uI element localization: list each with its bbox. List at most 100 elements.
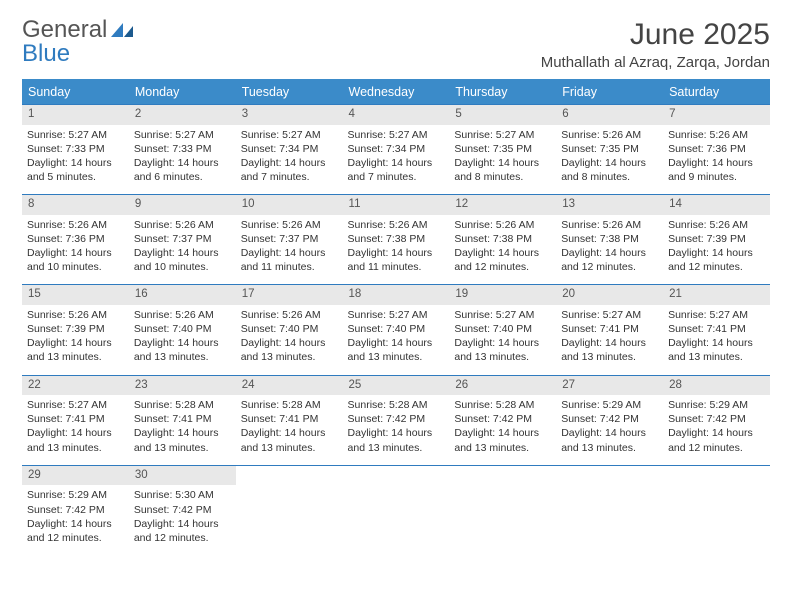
sunset-line: Sunset: 7:38 PM — [454, 232, 551, 246]
day-cell: 14Sunrise: 5:26 AMSunset: 7:39 PMDayligh… — [663, 195, 770, 285]
day-number: 29 — [22, 466, 129, 486]
day-cell: 20Sunrise: 5:27 AMSunset: 7:41 PMDayligh… — [556, 285, 663, 375]
day-number: 3 — [236, 105, 343, 125]
logo-part1: General — [22, 16, 107, 43]
sunrise-line: Sunrise: 5:26 AM — [134, 308, 231, 322]
day-cell: 30Sunrise: 5:30 AMSunset: 7:42 PMDayligh… — [129, 465, 236, 555]
daylight-line: Daylight: 14 hours and 12 minutes. — [668, 246, 765, 274]
day-cell: 18Sunrise: 5:27 AMSunset: 7:40 PMDayligh… — [343, 285, 450, 375]
day-number: 7 — [663, 105, 770, 125]
weekday-header: Monday — [129, 80, 236, 105]
daylight-line: Daylight: 14 hours and 13 minutes. — [134, 336, 231, 364]
sunset-line: Sunset: 7:42 PM — [134, 503, 231, 517]
day-number: 21 — [663, 285, 770, 305]
day-cell: 3Sunrise: 5:27 AMSunset: 7:34 PMDaylight… — [236, 105, 343, 195]
sunset-line: Sunset: 7:41 PM — [241, 412, 338, 426]
calendar-row: 1Sunrise: 5:27 AMSunset: 7:33 PMDaylight… — [22, 105, 770, 195]
page-header: General Blue June 2025 Muthallath al Azr… — [22, 18, 770, 71]
sunset-line: Sunset: 7:41 PM — [668, 322, 765, 336]
day-details: Sunrise: 5:26 AMSunset: 7:35 PMDaylight:… — [556, 125, 663, 195]
weekday-header: Thursday — [449, 80, 556, 105]
calendar-row: 22Sunrise: 5:27 AMSunset: 7:41 PMDayligh… — [22, 375, 770, 465]
sunset-line: Sunset: 7:41 PM — [27, 412, 124, 426]
day-details: Sunrise: 5:27 AMSunset: 7:40 PMDaylight:… — [449, 305, 556, 375]
day-details: Sunrise: 5:28 AMSunset: 7:42 PMDaylight:… — [343, 395, 450, 465]
sunset-line: Sunset: 7:41 PM — [561, 322, 658, 336]
sunset-line: Sunset: 7:34 PM — [241, 142, 338, 156]
day-details: Sunrise: 5:27 AMSunset: 7:33 PMDaylight:… — [22, 125, 129, 195]
day-details: Sunrise: 5:27 AMSunset: 7:34 PMDaylight:… — [343, 125, 450, 195]
sunrise-line: Sunrise: 5:27 AM — [454, 308, 551, 322]
month-title: June 2025 — [541, 18, 770, 52]
day-cell: 13Sunrise: 5:26 AMSunset: 7:38 PMDayligh… — [556, 195, 663, 285]
day-cell: 29Sunrise: 5:29 AMSunset: 7:42 PMDayligh… — [22, 465, 129, 555]
daylight-line: Daylight: 14 hours and 13 minutes. — [454, 426, 551, 454]
sunset-line: Sunset: 7:42 PM — [348, 412, 445, 426]
day-details: Sunrise: 5:27 AMSunset: 7:41 PMDaylight:… — [22, 395, 129, 465]
daylight-line: Daylight: 14 hours and 13 minutes. — [561, 426, 658, 454]
day-number: 26 — [449, 376, 556, 396]
day-details: Sunrise: 5:29 AMSunset: 7:42 PMDaylight:… — [556, 395, 663, 465]
day-cell: 4Sunrise: 5:27 AMSunset: 7:34 PMDaylight… — [343, 105, 450, 195]
sunrise-line: Sunrise: 5:29 AM — [561, 398, 658, 412]
day-details: Sunrise: 5:26 AMSunset: 7:36 PMDaylight:… — [663, 125, 770, 195]
sunrise-line: Sunrise: 5:28 AM — [454, 398, 551, 412]
sunrise-line: Sunrise: 5:27 AM — [348, 308, 445, 322]
weekday-header: Saturday — [663, 80, 770, 105]
day-details: Sunrise: 5:26 AMSunset: 7:36 PMDaylight:… — [22, 215, 129, 285]
day-details: Sunrise: 5:26 AMSunset: 7:38 PMDaylight:… — [449, 215, 556, 285]
empty-cell — [556, 465, 663, 555]
day-cell: 5Sunrise: 5:27 AMSunset: 7:35 PMDaylight… — [449, 105, 556, 195]
sunrise-line: Sunrise: 5:27 AM — [27, 398, 124, 412]
day-details: Sunrise: 5:30 AMSunset: 7:42 PMDaylight:… — [129, 485, 236, 555]
sunset-line: Sunset: 7:37 PM — [241, 232, 338, 246]
daylight-line: Daylight: 14 hours and 10 minutes. — [134, 246, 231, 274]
sunset-line: Sunset: 7:40 PM — [348, 322, 445, 336]
logo-text: General Blue — [22, 18, 133, 66]
day-details: Sunrise: 5:28 AMSunset: 7:41 PMDaylight:… — [129, 395, 236, 465]
day-cell: 1Sunrise: 5:27 AMSunset: 7:33 PMDaylight… — [22, 105, 129, 195]
day-cell: 26Sunrise: 5:28 AMSunset: 7:42 PMDayligh… — [449, 375, 556, 465]
sunset-line: Sunset: 7:33 PM — [27, 142, 124, 156]
day-cell: 11Sunrise: 5:26 AMSunset: 7:38 PMDayligh… — [343, 195, 450, 285]
sunset-line: Sunset: 7:39 PM — [668, 232, 765, 246]
day-cell: 6Sunrise: 5:26 AMSunset: 7:35 PMDaylight… — [556, 105, 663, 195]
day-number: 4 — [343, 105, 450, 125]
daylight-line: Daylight: 14 hours and 13 minutes. — [134, 426, 231, 454]
sunrise-line: Sunrise: 5:29 AM — [668, 398, 765, 412]
weekday-header: Tuesday — [236, 80, 343, 105]
day-number: 16 — [129, 285, 236, 305]
day-number: 12 — [449, 195, 556, 215]
day-details: Sunrise: 5:26 AMSunset: 7:37 PMDaylight:… — [236, 215, 343, 285]
empty-cell — [343, 465, 450, 555]
logo-icon — [111, 16, 133, 43]
day-cell: 2Sunrise: 5:27 AMSunset: 7:33 PMDaylight… — [129, 105, 236, 195]
day-number: 1 — [22, 105, 129, 125]
sunset-line: Sunset: 7:40 PM — [241, 322, 338, 336]
day-number: 19 — [449, 285, 556, 305]
day-cell: 10Sunrise: 5:26 AMSunset: 7:37 PMDayligh… — [236, 195, 343, 285]
day-number: 15 — [22, 285, 129, 305]
day-number: 17 — [236, 285, 343, 305]
day-details: Sunrise: 5:27 AMSunset: 7:34 PMDaylight:… — [236, 125, 343, 195]
sunset-line: Sunset: 7:35 PM — [561, 142, 658, 156]
sunrise-line: Sunrise: 5:26 AM — [668, 218, 765, 232]
day-number: 13 — [556, 195, 663, 215]
sunrise-line: Sunrise: 5:27 AM — [134, 128, 231, 142]
daylight-line: Daylight: 14 hours and 11 minutes. — [241, 246, 338, 274]
sunrise-line: Sunrise: 5:28 AM — [348, 398, 445, 412]
daylight-line: Daylight: 14 hours and 13 minutes. — [27, 336, 124, 364]
day-cell: 12Sunrise: 5:26 AMSunset: 7:38 PMDayligh… — [449, 195, 556, 285]
day-cell: 7Sunrise: 5:26 AMSunset: 7:36 PMDaylight… — [663, 105, 770, 195]
day-details: Sunrise: 5:29 AMSunset: 7:42 PMDaylight:… — [663, 395, 770, 465]
daylight-line: Daylight: 14 hours and 7 minutes. — [241, 156, 338, 184]
day-number: 25 — [343, 376, 450, 396]
sunset-line: Sunset: 7:40 PM — [454, 322, 551, 336]
day-number: 5 — [449, 105, 556, 125]
sunrise-line: Sunrise: 5:30 AM — [134, 488, 231, 502]
sunset-line: Sunset: 7:42 PM — [561, 412, 658, 426]
day-number: 20 — [556, 285, 663, 305]
sunset-line: Sunset: 7:35 PM — [454, 142, 551, 156]
sunrise-line: Sunrise: 5:26 AM — [27, 218, 124, 232]
sunrise-line: Sunrise: 5:29 AM — [27, 488, 124, 502]
